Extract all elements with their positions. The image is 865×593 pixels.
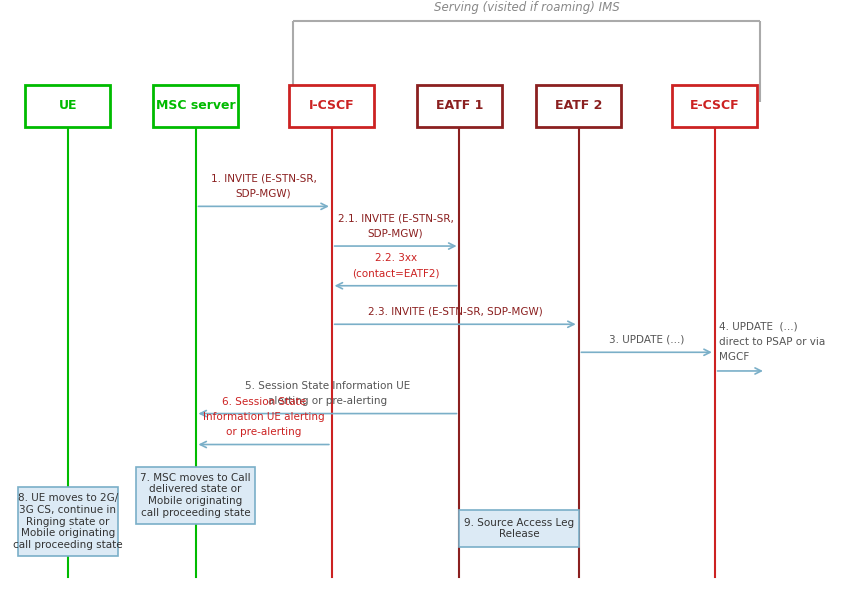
Text: 3. UPDATE (...): 3. UPDATE (...): [609, 334, 684, 345]
Text: Serving (visited if roaming) IMS: Serving (visited if roaming) IMS: [433, 1, 619, 14]
Text: 2.1. INVITE (E-STN-SR,: 2.1. INVITE (E-STN-SR,: [337, 213, 453, 224]
Text: (contact=EATF2): (contact=EATF2): [352, 268, 439, 278]
Bar: [459, 511, 579, 547]
Text: 1. INVITE (E-STN-SR,: 1. INVITE (E-STN-SR,: [211, 174, 317, 184]
Text: or pre-alerting: or pre-alerting: [226, 427, 301, 437]
Text: SDP-MGW): SDP-MGW): [236, 189, 292, 199]
Bar: [18, 487, 119, 556]
Text: 6. Session State: 6. Session State: [221, 397, 305, 407]
Text: 5. Session State Information UE: 5. Session State Information UE: [245, 381, 410, 391]
Text: E-CSCF: E-CSCF: [690, 100, 740, 113]
Text: 9. Source Access Leg
Release: 9. Source Access Leg Release: [464, 518, 574, 540]
Text: I-CSCF: I-CSCF: [309, 100, 355, 113]
Bar: [25, 85, 111, 127]
Text: 2.3. INVITE (E-STN-SR, SDP-MGW): 2.3. INVITE (E-STN-SR, SDP-MGW): [368, 307, 542, 317]
Text: 2.2. 3xx: 2.2. 3xx: [375, 253, 417, 263]
Bar: [289, 85, 375, 127]
Bar: [153, 85, 238, 127]
Text: EATF 1: EATF 1: [436, 100, 483, 113]
Bar: [417, 85, 502, 127]
Text: 7. MSC moves to Call
delivered state or
Mobile originating
call proceeding state: 7. MSC moves to Call delivered state or …: [140, 473, 251, 518]
Text: alerting or pre-alerting: alerting or pre-alerting: [268, 396, 387, 406]
Text: UE: UE: [59, 100, 77, 113]
Text: EATF 2: EATF 2: [554, 100, 602, 113]
Bar: [672, 85, 757, 127]
Text: Information UE alerting: Information UE alerting: [203, 412, 324, 422]
Text: MGCF: MGCF: [719, 352, 749, 362]
Text: 4. UPDATE  (...): 4. UPDATE (...): [719, 322, 798, 332]
Text: direct to PSAP or via: direct to PSAP or via: [719, 337, 825, 347]
Text: MSC server: MSC server: [156, 100, 235, 113]
Text: SDP-MGW): SDP-MGW): [368, 228, 423, 238]
Bar: [136, 467, 255, 524]
Bar: [536, 85, 621, 127]
Text: 8. UE moves to 2G/
3G CS, continue in
Ringing state or
Mobile originating
call p: 8. UE moves to 2G/ 3G CS, continue in Ri…: [13, 493, 123, 550]
